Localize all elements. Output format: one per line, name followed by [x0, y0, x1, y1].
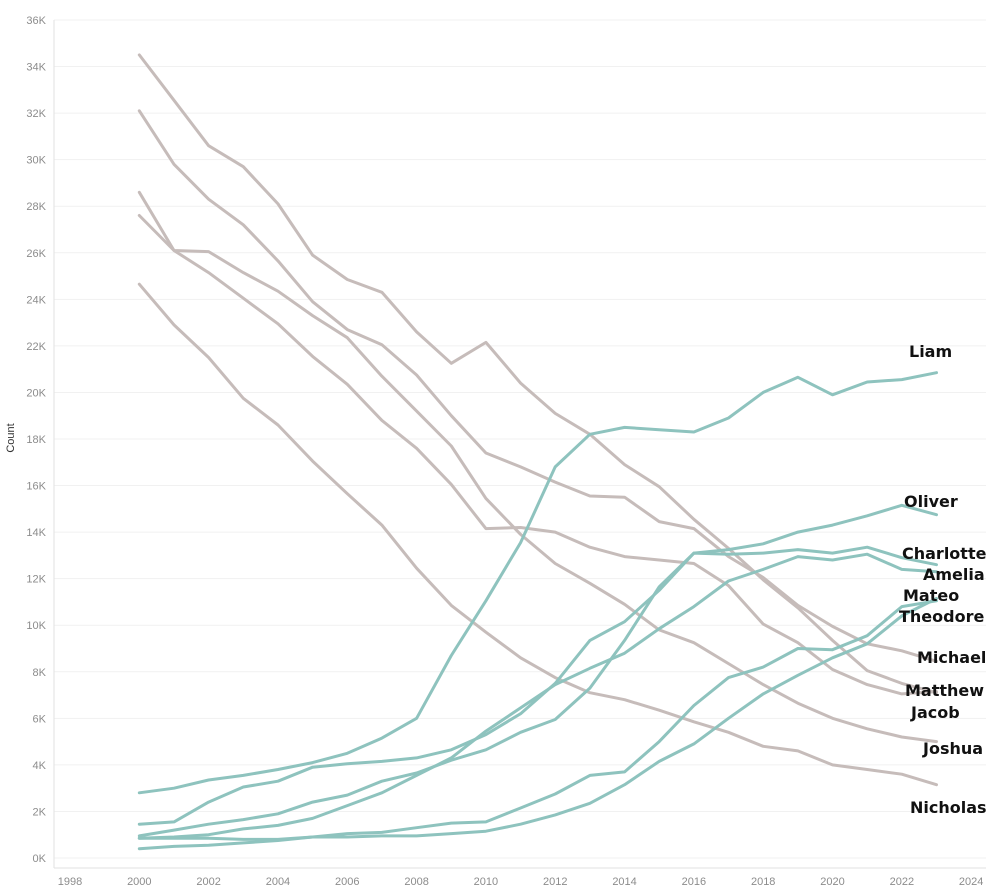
y-tick-label: 28K	[26, 201, 46, 213]
y-tick-label: 34K	[26, 62, 46, 74]
series-label-theodore: Theodore	[899, 607, 984, 626]
declining-series-group	[137, 53, 938, 787]
x-tick-label: 2016	[682, 876, 706, 888]
series-line-michael	[137, 190, 938, 744]
y-tick-label: 2K	[33, 806, 47, 818]
x-tick-label: 2024	[959, 876, 983, 888]
rising-series-group	[137, 371, 938, 851]
y-tick-label: 6K	[33, 713, 47, 725]
y-tick-label: 24K	[26, 294, 46, 306]
x-tick-label: 2018	[751, 876, 775, 888]
y-axis-title: Count	[5, 423, 17, 452]
y-tick-label: 22K	[26, 341, 46, 353]
series-line-liam	[137, 371, 938, 795]
series-label-oliver: Oliver	[904, 492, 958, 511]
y-tick-label: 4K	[33, 760, 47, 772]
axes: 0K 2K 4K 6K 8K 10K 12K 14K 16K 18K 20K 22K 24K 26K 28K…	[5, 15, 986, 888]
series-label-joshua: Joshua	[922, 739, 983, 758]
y-tick-label: 32K	[26, 108, 46, 120]
series-line-charlotte	[137, 545, 938, 838]
x-tick-label: 1998	[58, 876, 82, 888]
series-label-matthew: Matthew	[905, 681, 984, 700]
y-tick-label: 0K	[33, 853, 47, 865]
x-tick-label: 2000	[127, 876, 151, 888]
series-label-amelia: Amelia	[923, 565, 985, 584]
x-tick-label: 2002	[196, 876, 220, 888]
series-label-mateo: Mateo	[903, 586, 959, 605]
y-tick-label: 36K	[26, 15, 46, 27]
series-label-jacob: Jacob	[910, 703, 960, 722]
x-tick-label: 2008	[404, 876, 428, 888]
series-label-charlotte: Charlotte	[902, 544, 986, 563]
x-tick-label: 2022	[890, 876, 914, 888]
y-tick-label: 14K	[26, 527, 46, 539]
y-tick-label: 8K	[33, 667, 47, 679]
series-line-joshua	[137, 214, 938, 696]
x-tick-label: 2010	[474, 876, 498, 888]
y-tick-label: 16K	[26, 481, 46, 493]
series-label-liam: Liam	[909, 342, 952, 361]
x-tick-label: 2014	[612, 876, 636, 888]
y-tick-label: 18K	[26, 434, 46, 446]
series-line-matthew	[137, 109, 938, 663]
grid	[54, 19, 986, 859]
y-tick-label: 10K	[26, 620, 46, 632]
x-tick-label: 2020	[820, 876, 844, 888]
series-label-nicholas: Nicholas	[910, 798, 986, 817]
series-line-jacob	[137, 53, 938, 695]
x-tick-label: 2006	[335, 876, 359, 888]
series-line-nicholas	[137, 282, 938, 787]
y-tick-label: 30K	[26, 155, 46, 167]
x-tick-label: 2004	[266, 876, 290, 888]
y-tick-label: 20K	[26, 387, 46, 399]
x-tick-label: 2012	[543, 876, 567, 888]
series-line-amelia	[137, 552, 938, 840]
series-line-theodore	[137, 597, 938, 841]
y-tick-label: 26K	[26, 248, 46, 260]
series-line-oliver	[137, 503, 938, 826]
direct-labels: Liam Oliver Charlotte Amelia Mateo Theodore Mi…	[899, 342, 986, 817]
series-label-michael: Michael	[917, 648, 986, 667]
y-tick-label: 12K	[26, 574, 46, 586]
